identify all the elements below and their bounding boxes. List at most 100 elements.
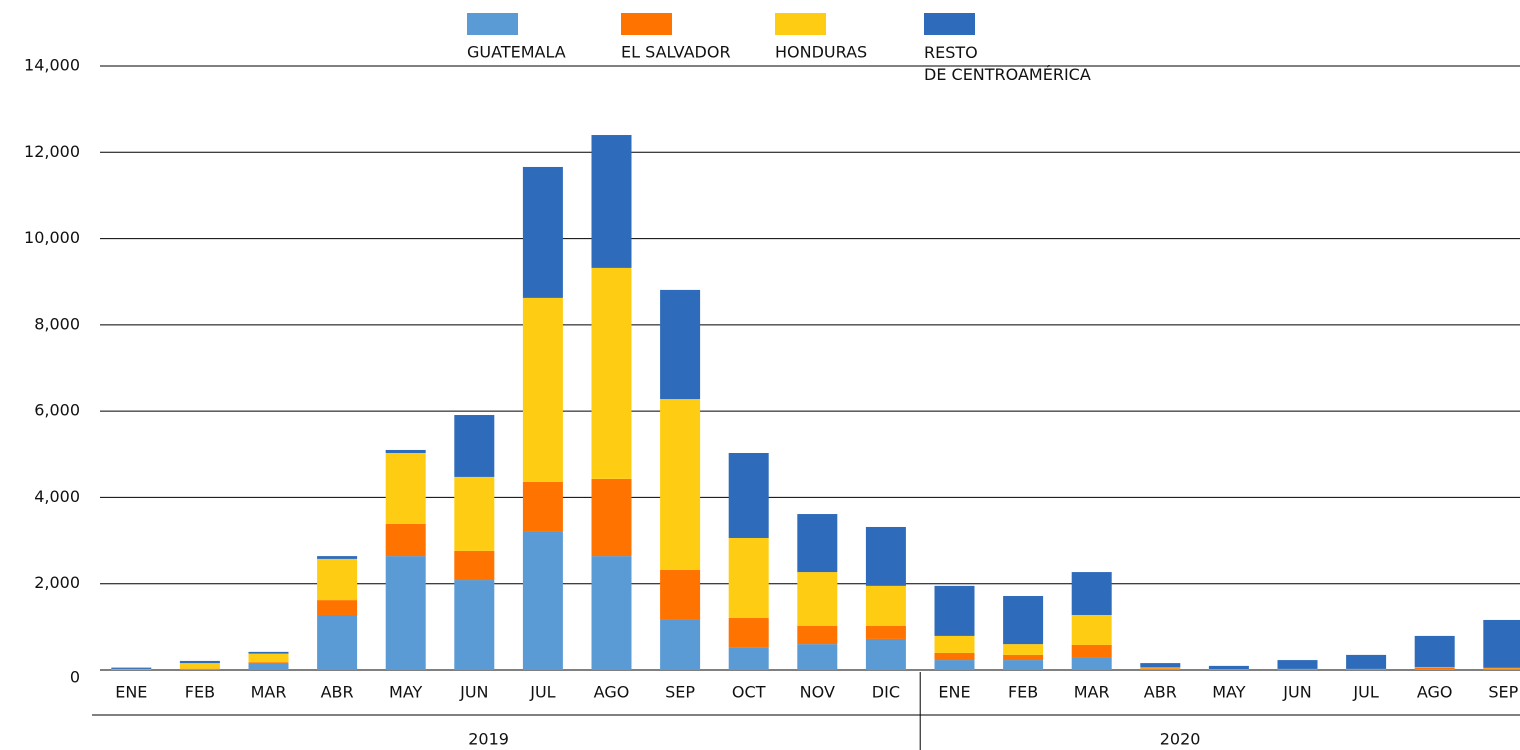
x-tick-label: ABR: [1144, 683, 1177, 702]
bar-segment: [1346, 654, 1387, 669]
bar-segment: [317, 614, 358, 670]
y-tick-label: 14,000: [24, 56, 80, 75]
legend-swatch: [621, 13, 672, 35]
bar-segment: [934, 635, 975, 653]
bar-segment: [1071, 614, 1112, 645]
bar-segment: [660, 569, 701, 620]
y-tick-label: 8,000: [34, 314, 80, 333]
bar-segment: [248, 662, 289, 664]
bar-segment: [1483, 668, 1520, 670]
bar-segment: [454, 580, 495, 670]
bar-segment: [385, 556, 426, 670]
bar-segment: [1414, 635, 1455, 667]
bar-segment: [797, 644, 838, 670]
bar-segment: [317, 558, 358, 601]
bar-segment: [591, 556, 632, 670]
x-tick-label: JUL: [1352, 683, 1378, 702]
bar-segment: [797, 625, 838, 645]
bar-segment: [1414, 669, 1455, 670]
bar-segment: [797, 514, 838, 573]
bar-segment: [728, 618, 769, 648]
x-tick-label: JUL: [529, 683, 555, 702]
bar-segment: [179, 669, 220, 670]
bar-segment: [522, 297, 563, 482]
bar-segment: [248, 663, 289, 670]
y-tick-label: 2,000: [34, 573, 80, 592]
bar-segment: [1071, 644, 1112, 658]
bar-segment: [865, 526, 906, 586]
bar-segment: [591, 478, 632, 557]
bar-segment: [1003, 644, 1044, 655]
bar-segment: [1003, 596, 1044, 645]
bar-segment: [728, 452, 769, 538]
bar-segment: [1140, 669, 1181, 670]
bar-segment: [179, 663, 220, 669]
bar-segment: [248, 651, 289, 654]
y-tick-label: 12,000: [24, 142, 80, 161]
bar-segment: [591, 135, 632, 268]
bar-segment: [1483, 619, 1520, 668]
bar-segment: [934, 585, 975, 636]
x-tick-label: FEB: [185, 683, 215, 702]
x-tick-label: OCT: [732, 683, 766, 702]
bar-segment: [179, 660, 220, 664]
bar-segment: [660, 399, 701, 570]
bar-segment: [454, 415, 495, 477]
bar-segment: [522, 531, 563, 670]
x-tick-label: ENE: [115, 683, 147, 702]
x-tick-label: NOV: [800, 683, 835, 702]
bar-segment: [797, 572, 838, 626]
x-tick-label: FEB: [1008, 683, 1038, 702]
bar-segment: [248, 653, 289, 663]
x-tick-label: DIC: [872, 683, 900, 702]
x-tick-label: MAR: [251, 683, 287, 702]
y-tick-label: 6,000: [34, 401, 80, 420]
bar-segment: [317, 600, 358, 615]
bar-segment: [728, 647, 769, 670]
bar-segment: [1071, 657, 1112, 670]
x-tick-label: AGO: [1417, 683, 1453, 702]
bar-segment: [1140, 668, 1181, 670]
bar-segment: [1483, 669, 1520, 670]
x-tick-label: MAY: [389, 683, 423, 702]
bar-segment: [1414, 667, 1455, 670]
group-label: 2019: [468, 730, 509, 749]
bar-segment: [934, 660, 975, 670]
bar-segment: [522, 166, 563, 298]
y-tick-label: 10,000: [24, 228, 80, 247]
bar-segment: [1140, 663, 1181, 668]
x-tick-label: MAY: [1212, 683, 1246, 702]
x-tick-label: SEP: [665, 683, 695, 702]
bar-segment: [385, 449, 426, 453]
x-tick-label: AGO: [594, 683, 630, 702]
x-tick-label: ABR: [321, 683, 354, 702]
bar-segment: [865, 625, 906, 639]
bar-segment: [1003, 660, 1044, 670]
bar-segment: [591, 267, 632, 479]
bar-segment: [728, 537, 769, 619]
bar-segment: [865, 638, 906, 670]
legend-swatch: [775, 13, 826, 35]
x-tick-label: SEP: [1488, 683, 1518, 702]
group-label: 2020: [1160, 730, 1201, 749]
bar-segment: [1277, 660, 1318, 669]
bar-segment: [934, 652, 975, 661]
legend-label: RESTO DE CENTROAMÉRICA: [924, 43, 1091, 84]
x-tick-label: JUN: [1282, 683, 1311, 702]
legend-swatch: [467, 13, 518, 35]
bar-segment: [454, 476, 495, 551]
bar-segment: [111, 667, 152, 669]
legend-label: HONDURAS: [775, 43, 867, 62]
bar-segment: [385, 523, 426, 557]
bar-segment: [385, 452, 426, 524]
x-tick-label: MAR: [1074, 683, 1110, 702]
bar-segment: [660, 289, 701, 400]
x-tick-label: JUN: [459, 683, 488, 702]
y-tick-label: 4,000: [34, 487, 80, 506]
bar-segment: [660, 619, 701, 670]
legend-label: EL SALVADOR: [621, 43, 731, 62]
y-tick-label: 0: [70, 668, 80, 687]
bar-segment: [522, 481, 563, 532]
bar-segment: [1003, 654, 1044, 661]
